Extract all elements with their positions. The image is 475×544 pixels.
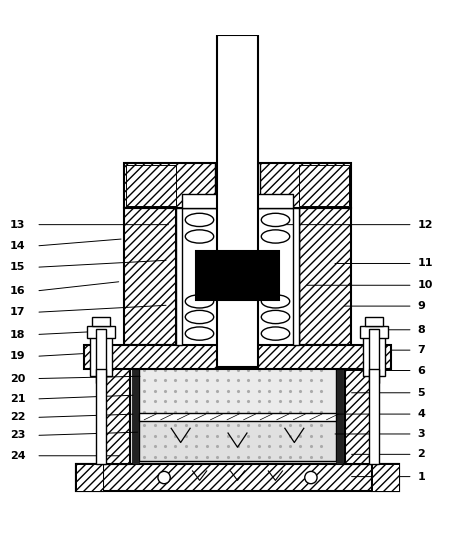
Bar (87, 326, 115, 338)
Ellipse shape (185, 295, 214, 308)
Text: 5: 5 (418, 388, 425, 398)
Text: 9: 9 (418, 301, 425, 311)
Bar (76, 464, 399, 491)
Text: 12: 12 (418, 220, 433, 230)
Text: 24: 24 (10, 451, 26, 461)
Bar (76, 464, 103, 491)
Bar (133, 364, 139, 464)
Text: 21: 21 (10, 394, 26, 404)
Ellipse shape (185, 327, 214, 340)
Ellipse shape (261, 230, 290, 243)
Text: 18: 18 (10, 330, 26, 339)
Bar (299, 165, 349, 206)
Bar (215, 163, 260, 208)
Bar (176, 208, 181, 345)
Text: 15: 15 (10, 262, 26, 272)
Bar (176, 208, 299, 345)
Bar (76, 464, 103, 491)
Bar (90, 329, 113, 376)
Bar (92, 317, 110, 326)
Bar (336, 364, 342, 464)
Bar (103, 360, 130, 464)
Text: 2: 2 (418, 449, 425, 459)
Bar (124, 163, 351, 208)
Bar (299, 208, 351, 345)
Text: 3: 3 (418, 429, 425, 439)
Bar (84, 345, 391, 369)
Text: 14: 14 (10, 241, 26, 251)
Text: 23: 23 (10, 430, 26, 441)
Text: 19: 19 (10, 351, 26, 361)
Text: 7: 7 (418, 345, 425, 355)
Bar (365, 317, 383, 326)
Text: 13: 13 (10, 220, 26, 230)
Text: 11: 11 (418, 258, 433, 269)
Bar (196, 251, 279, 300)
Text: 22: 22 (10, 412, 26, 422)
Text: 16: 16 (10, 286, 26, 296)
Text: 6: 6 (418, 366, 425, 375)
Text: 1: 1 (418, 472, 425, 481)
Ellipse shape (185, 213, 214, 226)
Bar (294, 208, 299, 345)
Bar (360, 326, 388, 338)
Circle shape (158, 472, 170, 484)
Bar (345, 360, 372, 464)
Bar (181, 194, 294, 208)
Bar (126, 165, 176, 206)
Bar (140, 360, 335, 419)
Ellipse shape (261, 311, 290, 324)
Bar (140, 413, 335, 421)
Bar (218, 35, 257, 367)
Ellipse shape (261, 327, 290, 340)
Ellipse shape (261, 213, 290, 226)
Bar (372, 464, 399, 491)
Bar (372, 464, 399, 491)
Ellipse shape (185, 230, 214, 243)
Text: 17: 17 (10, 307, 26, 317)
Bar (362, 329, 385, 376)
Text: 8: 8 (418, 325, 425, 335)
Bar (140, 419, 335, 461)
Text: 10: 10 (418, 280, 433, 290)
Bar (369, 329, 379, 384)
Ellipse shape (185, 311, 214, 324)
Bar (124, 208, 176, 345)
Bar (130, 360, 345, 464)
Bar (369, 369, 379, 464)
Text: 4: 4 (418, 409, 425, 419)
Bar (96, 329, 106, 384)
Text: 20: 20 (10, 374, 26, 384)
Bar (96, 369, 106, 464)
Circle shape (305, 472, 317, 484)
Ellipse shape (261, 295, 290, 308)
